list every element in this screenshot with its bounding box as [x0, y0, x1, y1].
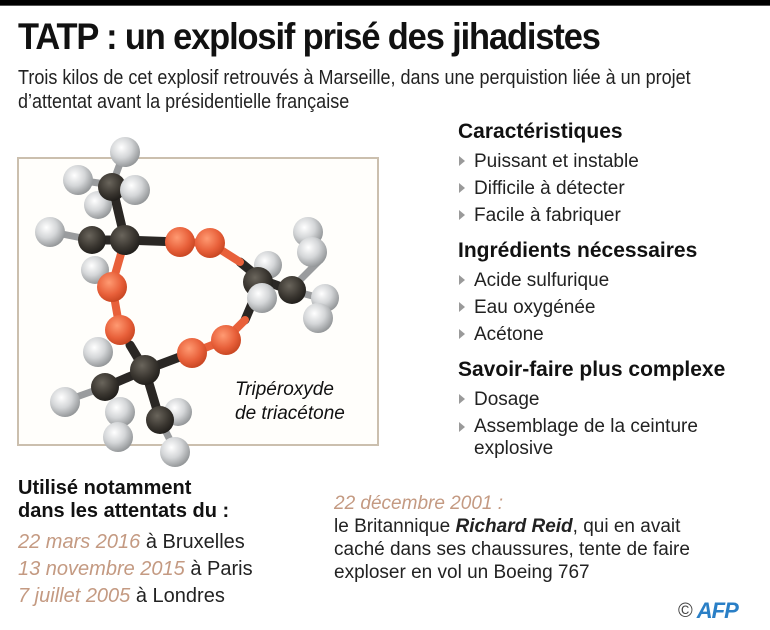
tatp-molecule-illustration [35, 137, 339, 467]
section-ingredients: Ingrédients nécessaires Acide sulfurique… [458, 237, 768, 348]
section-characteristics: Caractéristiques Puissant et instable Di… [458, 118, 768, 229]
attack-date: 13 novembre 2015 [18, 558, 185, 580]
list-item-text: Acétone [474, 324, 544, 345]
attack-place: à Paris [190, 558, 253, 580]
list-item-text: Eau oxygénée [474, 297, 596, 318]
reid-text: le Britannique Richard Reid, qui en avai… [334, 515, 734, 584]
attacks-heading-line2: dans les attentats du : [18, 500, 230, 522]
attack-date: 22 mars 2016 [18, 531, 141, 553]
list-item: Puissant et instable [458, 148, 768, 175]
page-subtitle: Trois kilos de cet explosif retrouvés à … [18, 67, 691, 113]
attacks-heading: Utilisé notamment dans les attentats du … [18, 477, 253, 523]
attack-place: à Londres [135, 585, 225, 607]
triangle-bullet-icon [459, 210, 465, 220]
list-item: Assemblage de la ceinture explosive [458, 413, 764, 460]
list-item: Difficile à détecter [458, 175, 768, 202]
attack-item: 13 novembre 2015 à Paris [18, 556, 253, 583]
reid-text-after: , qui en avait caché dans ses chaussures… [334, 516, 690, 583]
molecule-label-line2: de triacétone [235, 403, 345, 424]
triangle-bullet-icon [459, 302, 465, 312]
credit: © AFP [678, 598, 739, 624]
reid-name: Richard Reid [455, 516, 573, 537]
section-heading: Caractéristiques [458, 120, 623, 143]
attacks-block: Utilisé notamment dans les attentats du … [18, 477, 253, 610]
section-know-how: Savoir-faire plus complexe Dosage Assemb… [458, 356, 768, 460]
list-item-text: Dosage [474, 389, 540, 410]
attack-item: 7 juillet 2005 à Londres [18, 583, 253, 610]
list-item: Acétone [458, 321, 768, 348]
attacks-heading-line1: Utilisé notamment [18, 477, 192, 499]
list-item: Facile à fabriquer [458, 202, 768, 229]
info-column: Caractéristiques Puissant et instable Di… [458, 118, 768, 468]
page-title: TATP : un explosif prisé des jihadistes [18, 16, 601, 57]
attack-place: à Bruxelles [145, 531, 245, 553]
list-item-text: Facile à fabriquer [474, 205, 621, 226]
list-item-text: Assemblage de la ceinture explosive [474, 416, 698, 459]
list-item-text: Difficile à détecter [474, 178, 625, 199]
copyright-icon: © [678, 599, 693, 622]
triangle-bullet-icon [459, 183, 465, 193]
triangle-bullet-icon [459, 275, 465, 285]
triangle-bullet-icon [459, 422, 465, 432]
list-item: Acide sulfurique [458, 267, 768, 294]
triangle-bullet-icon [459, 156, 465, 166]
list-item-text: Puissant et instable [474, 151, 639, 172]
molecule-label: Tripéroxyde de triacétone [235, 378, 345, 426]
molecule-label-line1: Tripéroxyde [235, 379, 334, 400]
reid-text-before: le Britannique [334, 516, 456, 537]
section-heading: Savoir-faire plus complexe [458, 358, 726, 381]
attack-date: 7 juillet 2005 [18, 585, 131, 607]
reid-block: 22 décembre 2001 : le Britannique Richar… [334, 492, 734, 584]
list-item: Dosage [458, 386, 768, 413]
triangle-bullet-icon [459, 329, 465, 339]
triangle-bullet-icon [459, 394, 465, 404]
reid-date: 22 décembre 2001 : [334, 493, 504, 514]
attack-item: 22 mars 2016 à Bruxelles [18, 529, 253, 556]
top-bar [0, 0, 770, 6]
afp-logo: AFP [696, 598, 739, 623]
list-item-text: Acide sulfurique [474, 270, 610, 291]
list-item: Eau oxygénée [458, 294, 768, 321]
section-heading: Ingrédients nécessaires [458, 239, 698, 262]
